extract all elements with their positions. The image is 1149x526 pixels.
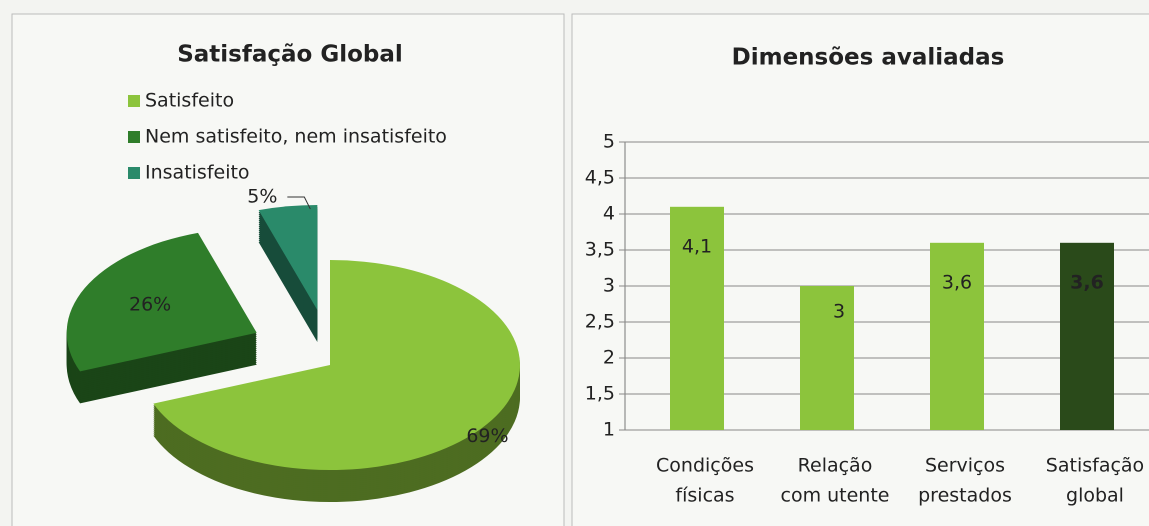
- y-tick-label: 2,5: [585, 311, 615, 333]
- x-tick-label: físicas: [675, 485, 734, 507]
- legend-label: Insatisfeito: [145, 162, 250, 184]
- bar: [800, 286, 854, 430]
- data-label: 3,6: [942, 271, 972, 293]
- bar-title: Dimensões avaliadas: [732, 45, 1005, 71]
- data-label: 5%: [247, 185, 277, 207]
- data-label: 3: [833, 301, 845, 323]
- data-label: 69%: [466, 425, 508, 447]
- slice: [153, 260, 521, 471]
- x-tick-label: Serviços: [925, 455, 1005, 477]
- leader-line: [287, 196, 311, 210]
- x-tick-label: prestados: [918, 485, 1012, 507]
- x-tick-label: Condições: [656, 455, 754, 477]
- bar: [930, 242, 984, 430]
- slice: [66, 232, 257, 372]
- x-tick-label: Satisfação: [1046, 455, 1144, 477]
- y-tick-label: 5: [603, 131, 615, 153]
- x-tick-label: global: [1066, 485, 1124, 507]
- y-tick-label: 1: [603, 419, 615, 441]
- data-label: 4,1: [682, 235, 712, 257]
- y-tick-label: 2: [603, 347, 615, 369]
- y-tick-label: 4,5: [585, 167, 615, 189]
- legend-label: Nem satisfeito, nem insatisfeito: [145, 126, 447, 148]
- bar-panel: [571, 13, 1149, 526]
- x-tick-label: Relação: [798, 455, 873, 477]
- data-label: 26%: [129, 294, 171, 316]
- slice: [258, 204, 318, 310]
- bar: [1060, 242, 1114, 430]
- data-label: 3,6: [1070, 271, 1104, 293]
- bar: [670, 206, 724, 430]
- legend-swatch: [128, 167, 140, 179]
- y-tick-label: 3: [603, 275, 615, 297]
- y-tick-label: 4: [603, 203, 615, 225]
- legend-swatch: [128, 131, 140, 143]
- x-tick-label: com utente: [781, 485, 890, 507]
- legend-swatch: [128, 95, 140, 107]
- y-tick-label: 3,5: [585, 239, 615, 261]
- y-tick-label: 1,5: [585, 383, 615, 405]
- legend-label: Satisfeito: [145, 90, 234, 112]
- pie-title: Satisfação Global: [177, 42, 403, 68]
